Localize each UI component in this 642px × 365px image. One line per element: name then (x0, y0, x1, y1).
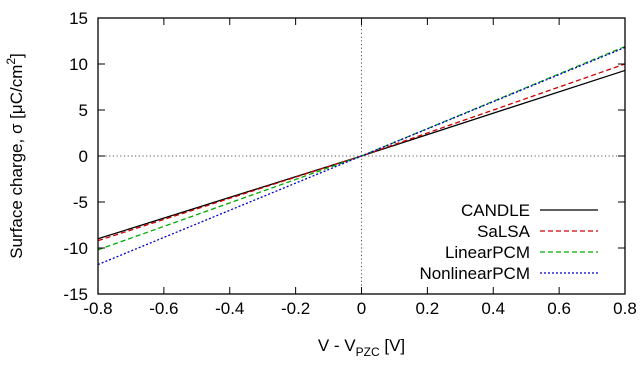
legend: CANDLE SaLSA LinearPCM NonlinearPCM (419, 201, 598, 283)
series-line-nonlinearpcm (97, 46, 626, 266)
axis-ticks (97, 17, 626, 295)
legend-label-salsa: SaLSA (477, 222, 531, 241)
y-axis-label-superscript: 2 (4, 58, 18, 65)
y-tick-label: -15 (63, 285, 88, 304)
y-tick-label: -10 (63, 239, 88, 258)
y-axis-label-end: ] (7, 53, 26, 58)
legend-label-nonlinearpcm: NonlinearPCM (419, 264, 530, 283)
series-lines (97, 45, 626, 266)
x-tick-label: 0.6 (547, 299, 571, 318)
x-tick-label: -0.8 (83, 299, 112, 318)
x-axis-label-subscript: PZC (356, 345, 380, 359)
x-axis-label-unit: [V] (380, 336, 406, 355)
x-tick-labels: -0.8 -0.6 -0.4 -0.2 0 0.2 0.4 0.6 0.8 (83, 299, 636, 318)
legend-label-linearpcm: LinearPCM (445, 243, 530, 262)
y-tick-labels: -15 -10 -5 0 5 10 15 (63, 9, 88, 304)
x-tick-label: 0 (357, 299, 366, 318)
x-axis-label-main: V - V (318, 336, 356, 355)
x-tick-label: -0.6 (149, 299, 178, 318)
x-tick-label: -0.4 (215, 299, 244, 318)
x-tick-label: 0.8 (613, 299, 637, 318)
y-tick-label: 15 (69, 9, 88, 28)
y-tick-label: 10 (69, 55, 88, 74)
y-tick-label: -5 (73, 193, 88, 212)
x-tick-label: 0.4 (481, 299, 505, 318)
y-axis-label: Surface charge, σ [μC/cm2] (4, 53, 26, 259)
series-line-candle (97, 69, 626, 240)
x-axis-label: V - VPZC [V] (318, 336, 405, 359)
y-tick-label: 0 (79, 147, 88, 166)
x-tick-label: 0.2 (416, 299, 440, 318)
x-tick-label: -0.2 (281, 299, 310, 318)
y-axis-label-main: Surface charge, σ [μC/cm (7, 65, 26, 259)
y-tick-label: 5 (79, 101, 88, 120)
legend-label-candle: CANDLE (461, 201, 530, 220)
